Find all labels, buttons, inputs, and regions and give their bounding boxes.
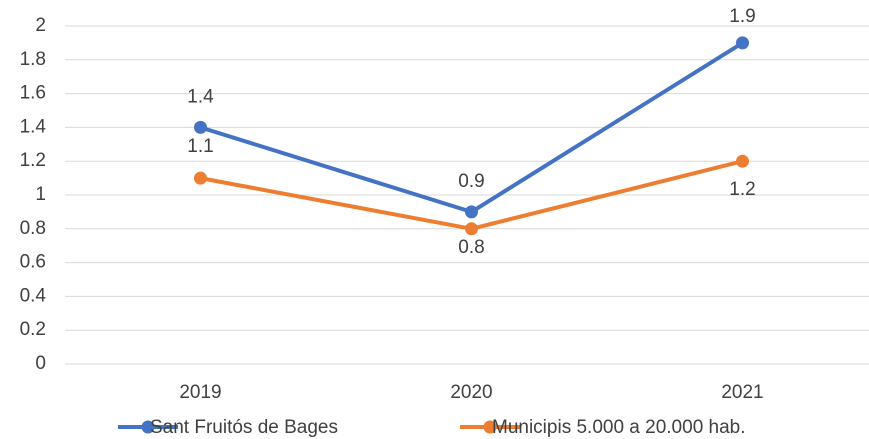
y-tick-label: 0.6 xyxy=(20,252,46,273)
y-tick-label: 1.8 xyxy=(20,49,46,70)
data-label: 1.4 xyxy=(187,86,214,107)
data-label: 1.1 xyxy=(187,136,213,157)
data-label: 1.2 xyxy=(729,179,755,200)
legend-label: Municipis 5.000 a 20.000 hab. xyxy=(492,417,746,438)
y-tick-label: 1 xyxy=(35,184,46,205)
y-tick-label: 0.4 xyxy=(20,285,47,306)
legend-marker xyxy=(141,420,155,434)
y-tick-label: 1.2 xyxy=(20,150,46,171)
data-label: 1.9 xyxy=(729,6,755,27)
legend-label: Sant Fruitós de Bages xyxy=(150,417,338,438)
data-point xyxy=(736,154,749,168)
data-label: 0.8 xyxy=(458,237,484,258)
y-tick-label: 0.8 xyxy=(20,218,46,239)
y-tick-label: 0.2 xyxy=(20,319,46,340)
data-point xyxy=(736,36,749,50)
y-tick-label: 1.4 xyxy=(20,116,47,137)
data-label: 0.9 xyxy=(458,171,484,192)
y-tick-label: 2 xyxy=(35,15,46,36)
y-tick-label: 1.6 xyxy=(20,83,46,104)
data-point xyxy=(194,171,207,185)
x-tick-label: 2019 xyxy=(179,382,221,403)
data-point xyxy=(194,120,207,134)
x-tick-label: 2021 xyxy=(721,382,763,403)
y-tick-label: 0 xyxy=(35,353,46,374)
legend-marker xyxy=(483,420,497,434)
data-point xyxy=(465,205,478,219)
data-point xyxy=(465,222,478,236)
x-tick-label: 2020 xyxy=(450,382,492,403)
